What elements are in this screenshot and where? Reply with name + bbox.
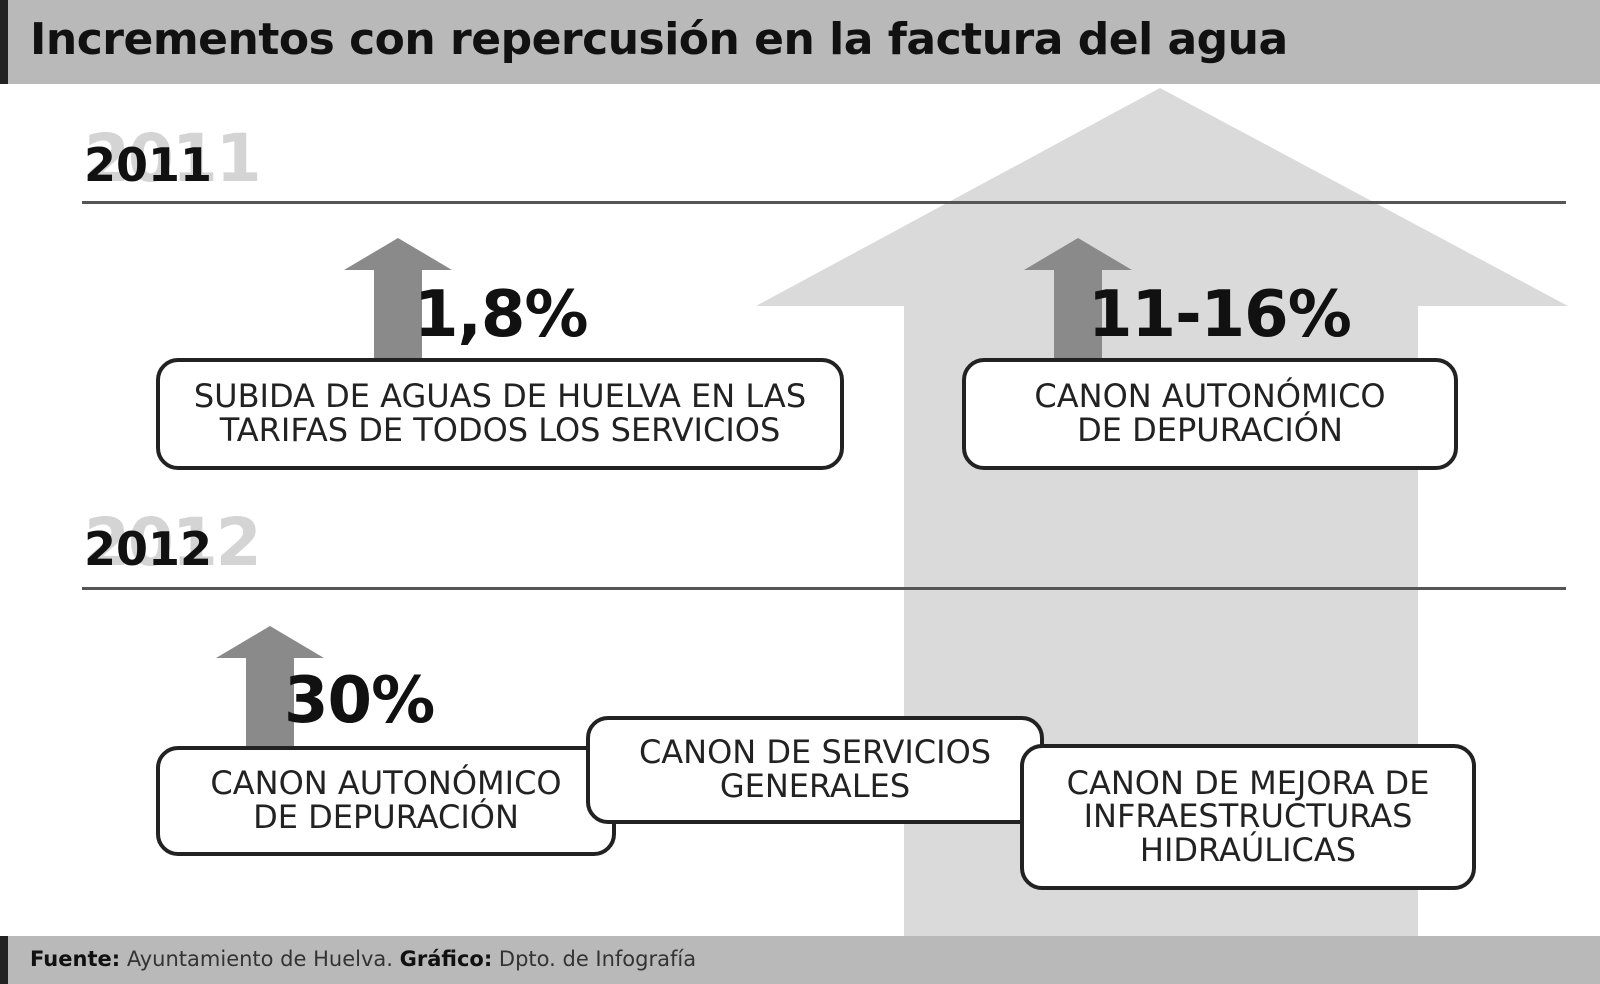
graphic-label: Gráfico: — [399, 947, 493, 971]
header-bar: Incrementos con repercusión en la factur… — [0, 0, 1600, 84]
year-heading-2012: 2012 2012 — [84, 504, 324, 581]
year-ghost-2011: 2011 — [84, 120, 262, 197]
year-ghost-2012: 2012 — [84, 504, 262, 581]
source-value: Ayuntamiento de Huelva. — [126, 947, 393, 971]
label-box: SUBIDA DE AGUAS DE HUELVA EN LAS TARIFAS… — [156, 358, 844, 470]
up-arrow-icon — [216, 626, 324, 748]
up-arrow-icon — [1024, 238, 1132, 360]
year-heading-2011: 2011 2011 — [84, 120, 324, 197]
source-credit: Fuente: Ayuntamiento de Huelva. Gráfico:… — [30, 947, 696, 971]
divider-2011 — [82, 201, 1566, 204]
up-arrow-icon — [344, 238, 452, 360]
year-2012: 2012 — [84, 522, 213, 576]
label-box: CANON DE SERVICIOS GENERALES — [586, 716, 1044, 824]
footer-bar: Fuente: Ayuntamiento de Huelva. Gráfico:… — [0, 936, 1600, 984]
percent-value: 11-16% — [1088, 278, 1352, 352]
header-accent — [0, 0, 8, 84]
page-title: Incrementos con repercusión en la factur… — [30, 14, 1288, 65]
label-box: CANON AUTONÓMICO DE DEPURACIÓN — [156, 746, 616, 856]
footer-accent — [0, 936, 8, 984]
label-box: CANON AUTONÓMICO DE DEPURACIÓN — [962, 358, 1458, 470]
percent-value: 1,8% — [414, 278, 588, 352]
year-2011: 2011 — [84, 138, 213, 192]
percent-value: 30% — [284, 664, 435, 738]
divider-2012 — [82, 587, 1566, 590]
source-label: Fuente: — [30, 947, 121, 971]
graphic-value: Dpto. de Infografía — [498, 947, 697, 971]
label-box: CANON DE MEJORA DE INFRAESTRUCTURAS HIDR… — [1020, 744, 1476, 890]
